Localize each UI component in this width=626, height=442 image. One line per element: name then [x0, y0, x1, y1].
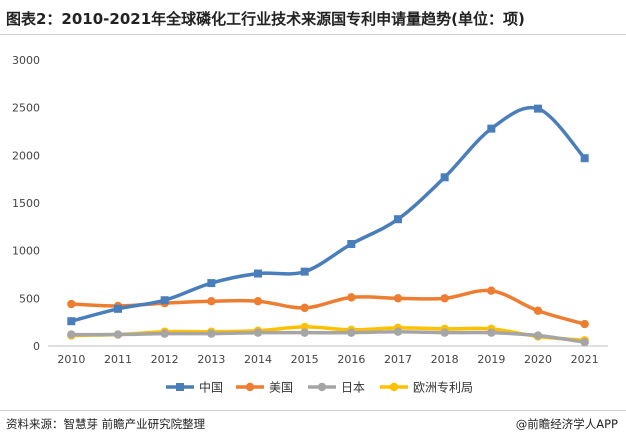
data-point [487, 286, 496, 295]
data-point [207, 329, 216, 338]
data-point [347, 239, 356, 248]
data-point [533, 331, 543, 340]
x-tick-label: 2016 [337, 353, 365, 366]
x-tick-label: 2011 [104, 353, 132, 366]
axis-layer: 0 500 1000 1500 2000 2500 3000 2010 2011 2012 2013… [12, 54, 608, 366]
data-point [393, 327, 403, 336]
y-tick-label: 2000 [12, 149, 40, 162]
series-1 [67, 286, 589, 329]
y-tick-label: 1000 [12, 245, 40, 258]
data-point [440, 328, 449, 337]
legend-item: 欧洲专利局 [380, 380, 473, 395]
y-tick-label: 2500 [12, 102, 40, 115]
x-tick-label: 2021 [571, 353, 599, 366]
legend-marker [176, 383, 184, 391]
data-point [487, 124, 496, 133]
chart-title: 图表2：2010-2021年全球磷化工行业技术来源国专利申请量趋势(单位：项) [6, 10, 525, 28]
data-point [207, 296, 216, 306]
data-point [253, 328, 263, 337]
y-tick-label: 0 [33, 340, 40, 353]
source-note: 资料来源：智慧芽 前瞻产业研究院整理 [6, 417, 206, 431]
data-point [487, 328, 496, 337]
line-chart: 0 500 1000 1500 2000 2500 3000 2010 2011 2012 2013… [12, 54, 608, 395]
x-tick-label: 2014 [244, 353, 272, 366]
footer-divider [0, 410, 626, 411]
x-tick-label: 2017 [384, 353, 412, 366]
data-point [113, 330, 123, 339]
data-point [533, 306, 543, 315]
legend-item: 中国 [166, 380, 223, 395]
data-point [67, 330, 76, 339]
data-point [114, 304, 122, 313]
data-point [580, 154, 589, 163]
series-layer [67, 104, 589, 347]
data-point [160, 329, 169, 338]
data-point [67, 317, 76, 326]
series-2 [67, 327, 589, 347]
data-point [440, 294, 449, 303]
data-point [254, 269, 262, 278]
x-tick-label: 2015 [291, 353, 319, 366]
data-point [580, 319, 589, 329]
data-point [300, 303, 309, 313]
y-tick-label: 3000 [12, 54, 40, 67]
data-point [253, 296, 263, 306]
data-point [300, 267, 309, 276]
data-point [580, 337, 589, 347]
credit-note: @前瞻经济学人APP [515, 417, 618, 431]
data-point [534, 104, 542, 113]
title-divider [0, 34, 626, 35]
data-point [393, 294, 403, 303]
data-point [347, 293, 356, 302]
x-tick-label: 2010 [57, 353, 85, 366]
x-tick-label: 2019 [477, 353, 505, 366]
series-line [69, 105, 587, 323]
data-point [160, 296, 169, 305]
legend-item: 美国 [236, 381, 293, 395]
legend-label: 中国 [199, 380, 223, 395]
legend-label: 日本 [341, 381, 365, 395]
data-point [440, 173, 449, 182]
data-point [394, 215, 402, 224]
data-point [347, 328, 356, 337]
y-tick-label: 500 [19, 292, 40, 305]
x-tick-label: 2012 [151, 353, 179, 366]
x-tick-label: 2013 [197, 353, 225, 366]
legend-item: 日本 [308, 381, 365, 395]
series-line [69, 288, 587, 326]
legend-label: 美国 [269, 381, 293, 395]
series-0 [67, 104, 589, 326]
legend-marker [317, 382, 327, 392]
x-tick-label: 2018 [431, 353, 459, 366]
legend: 中国 美国 日本 欧洲专利局 [166, 380, 473, 395]
x-tick-label: 2020 [524, 353, 552, 366]
data-point [67, 299, 76, 309]
legend-label: 欧洲专利局 [413, 380, 473, 395]
y-tick-label: 1500 [12, 197, 40, 210]
data-point [207, 279, 216, 288]
legend-marker [245, 382, 255, 392]
data-point [300, 328, 309, 337]
series-line [69, 329, 587, 344]
legend-marker [389, 382, 399, 392]
